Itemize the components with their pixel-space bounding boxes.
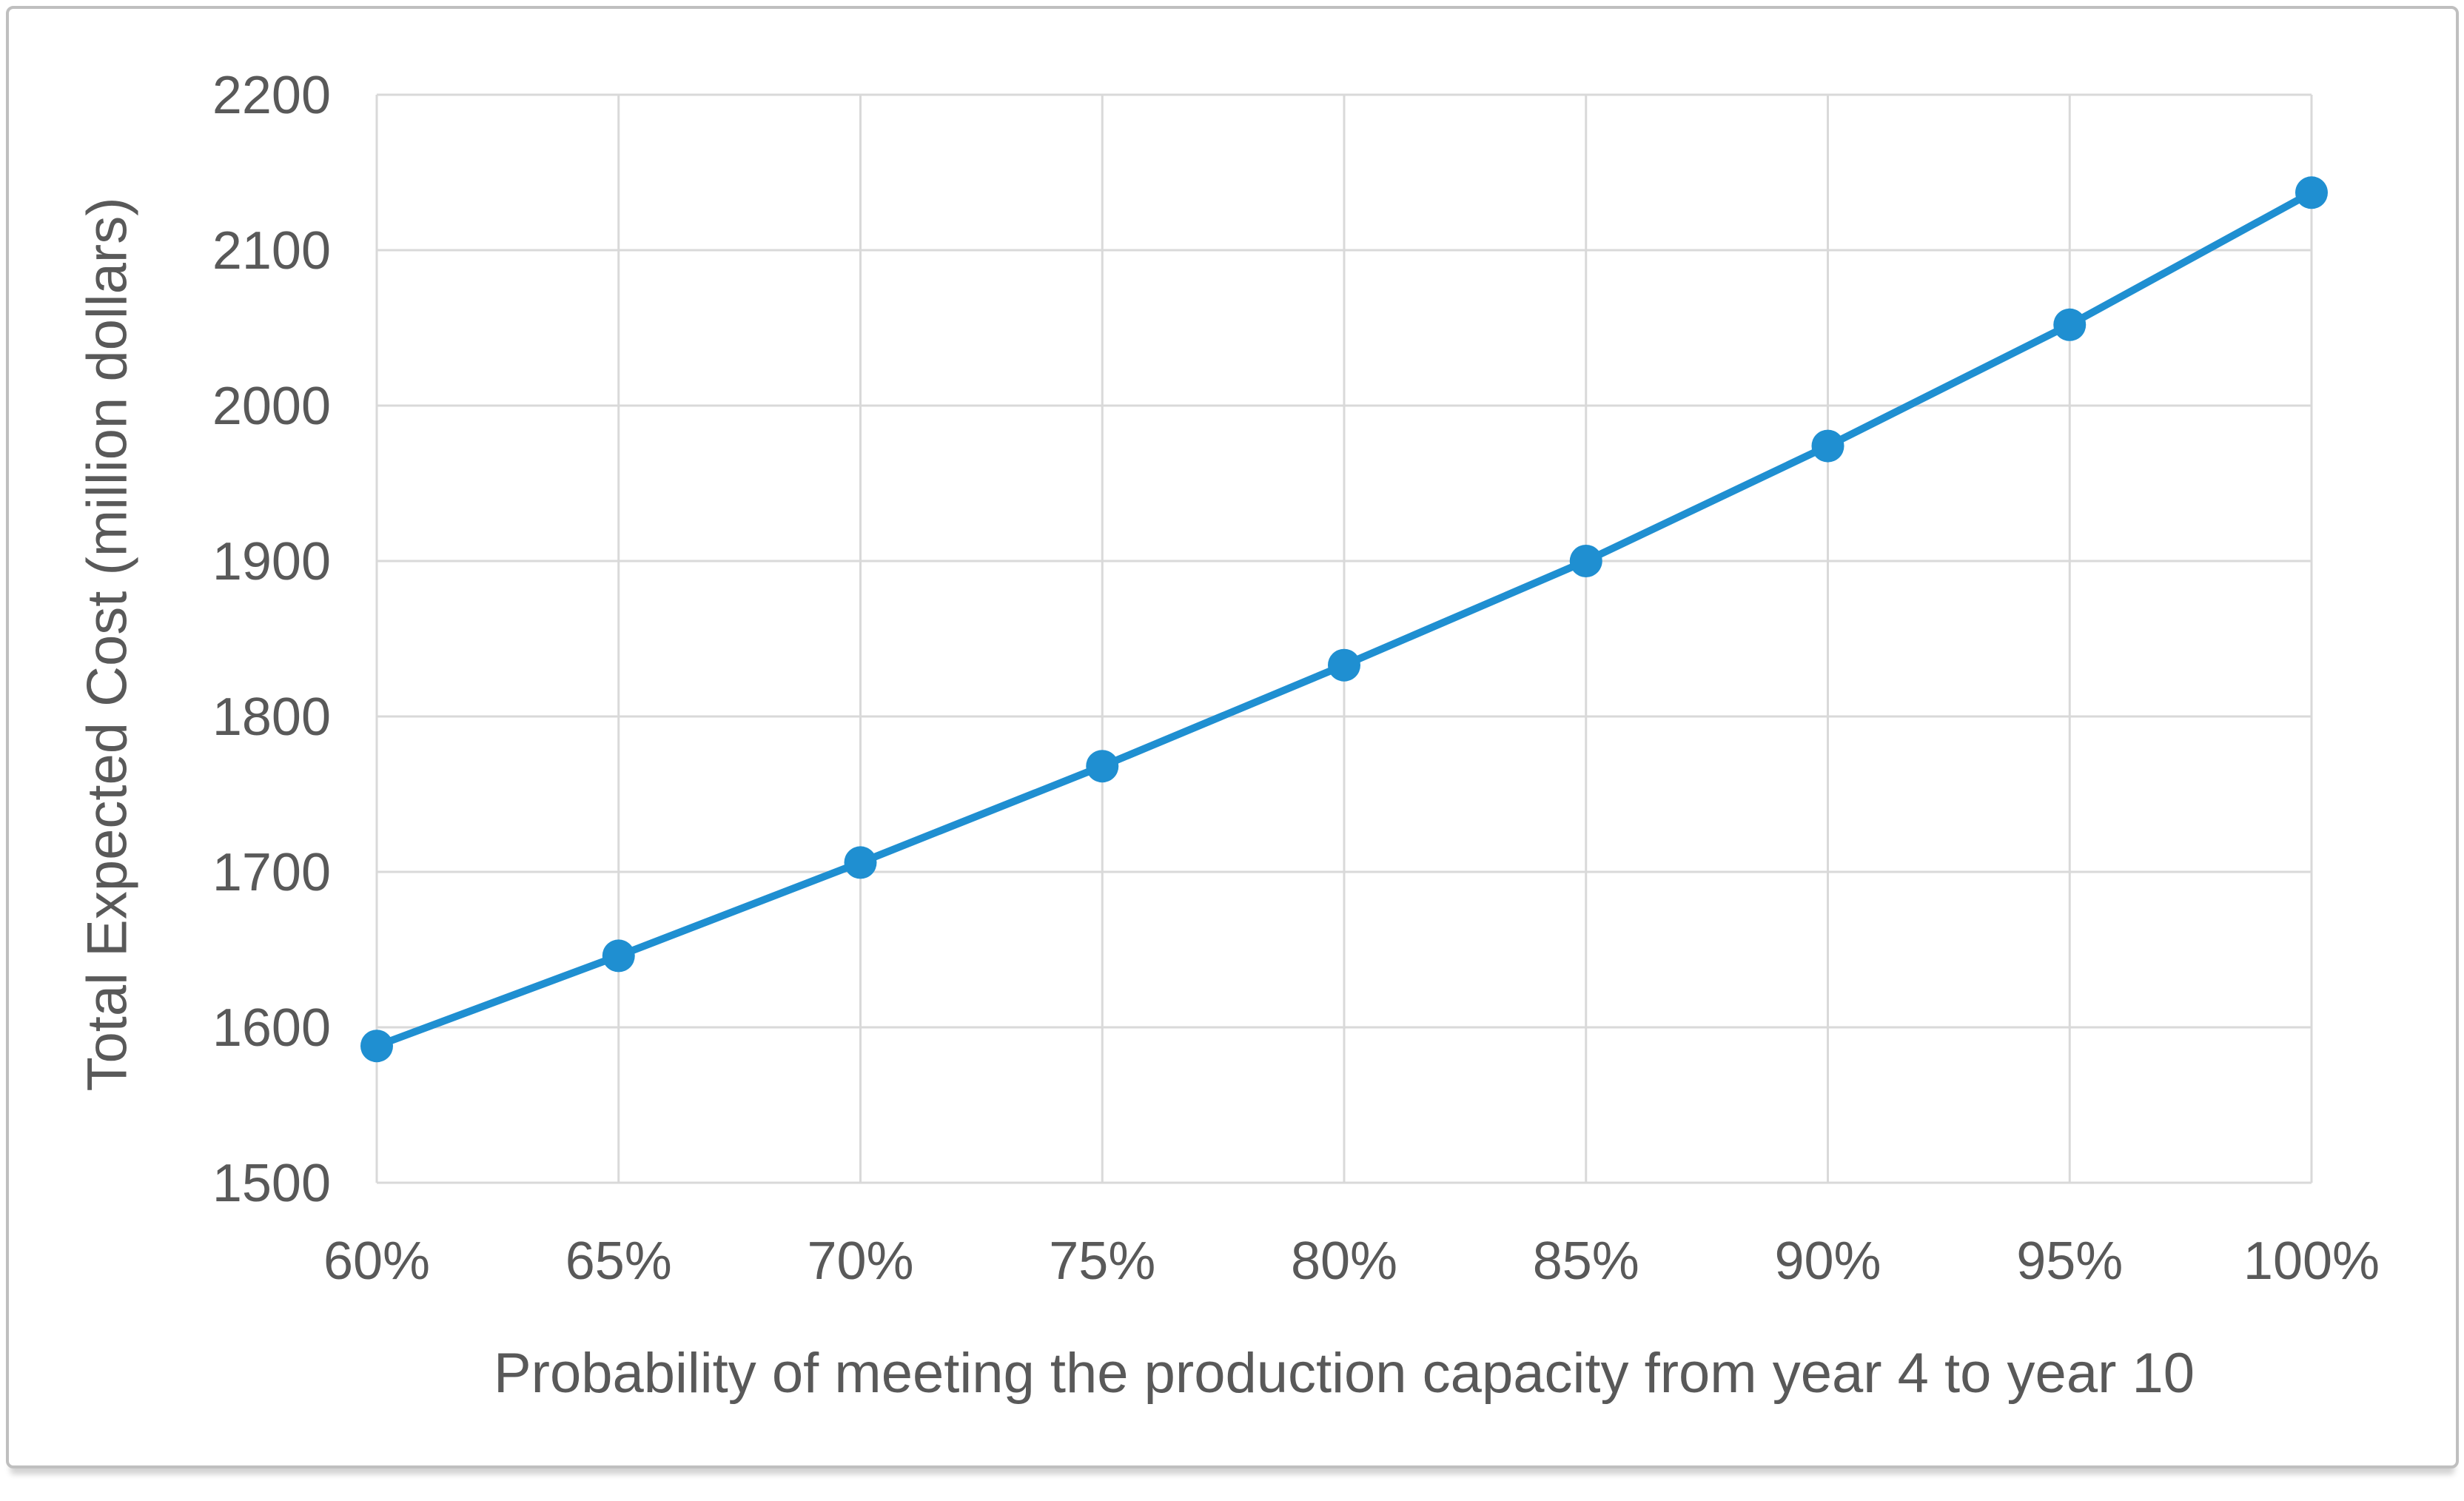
chart-container: 1500 1600 1700 1800 1900 2000 2100 2200 60% 65% 70… — [6, 6, 2459, 1468]
x-tick-label: 70% — [807, 1232, 913, 1291]
x-tick-label: 65% — [565, 1232, 672, 1291]
data-point-marker — [1328, 648, 1360, 682]
y-tick-label: 2200 — [212, 66, 331, 125]
data-point-marker — [360, 1030, 393, 1063]
x-tick-label: 60% — [323, 1232, 430, 1291]
plot-area: 1500 1600 1700 1800 1900 2000 2100 2200 60% 65% 70… — [212, 66, 2380, 1291]
y-tick-label: 1600 — [212, 998, 331, 1058]
x-tick-label: 95% — [2016, 1232, 2123, 1291]
data-point-marker — [2295, 176, 2328, 209]
data-point-marker — [602, 939, 635, 973]
y-axis-title: Total Expected Cost (million dollars) — [75, 197, 139, 1092]
x-tick-label: 90% — [1774, 1232, 1881, 1291]
x-axis-title: Probability of meeting the production ca… — [493, 1342, 2195, 1405]
data-point-marker — [2053, 308, 2087, 341]
y-tick-label: 2100 — [212, 221, 331, 281]
y-tick-label: 1500 — [212, 1154, 331, 1213]
y-tick-label: 2000 — [212, 377, 331, 436]
x-tick-label: 100% — [2243, 1232, 2380, 1291]
x-tick-label: 75% — [1049, 1232, 1155, 1291]
x-tick-label: 85% — [1533, 1232, 1639, 1291]
y-tick-label: 1900 — [212, 532, 331, 591]
x-tick-label: 80% — [1291, 1232, 1397, 1291]
data-point-marker — [1086, 750, 1119, 783]
data-point-marker — [1811, 429, 1844, 463]
y-tick-label: 1700 — [212, 843, 331, 902]
data-point-marker — [1569, 545, 1602, 577]
y-tick-label: 1800 — [212, 688, 331, 747]
data-point-marker — [844, 846, 877, 879]
